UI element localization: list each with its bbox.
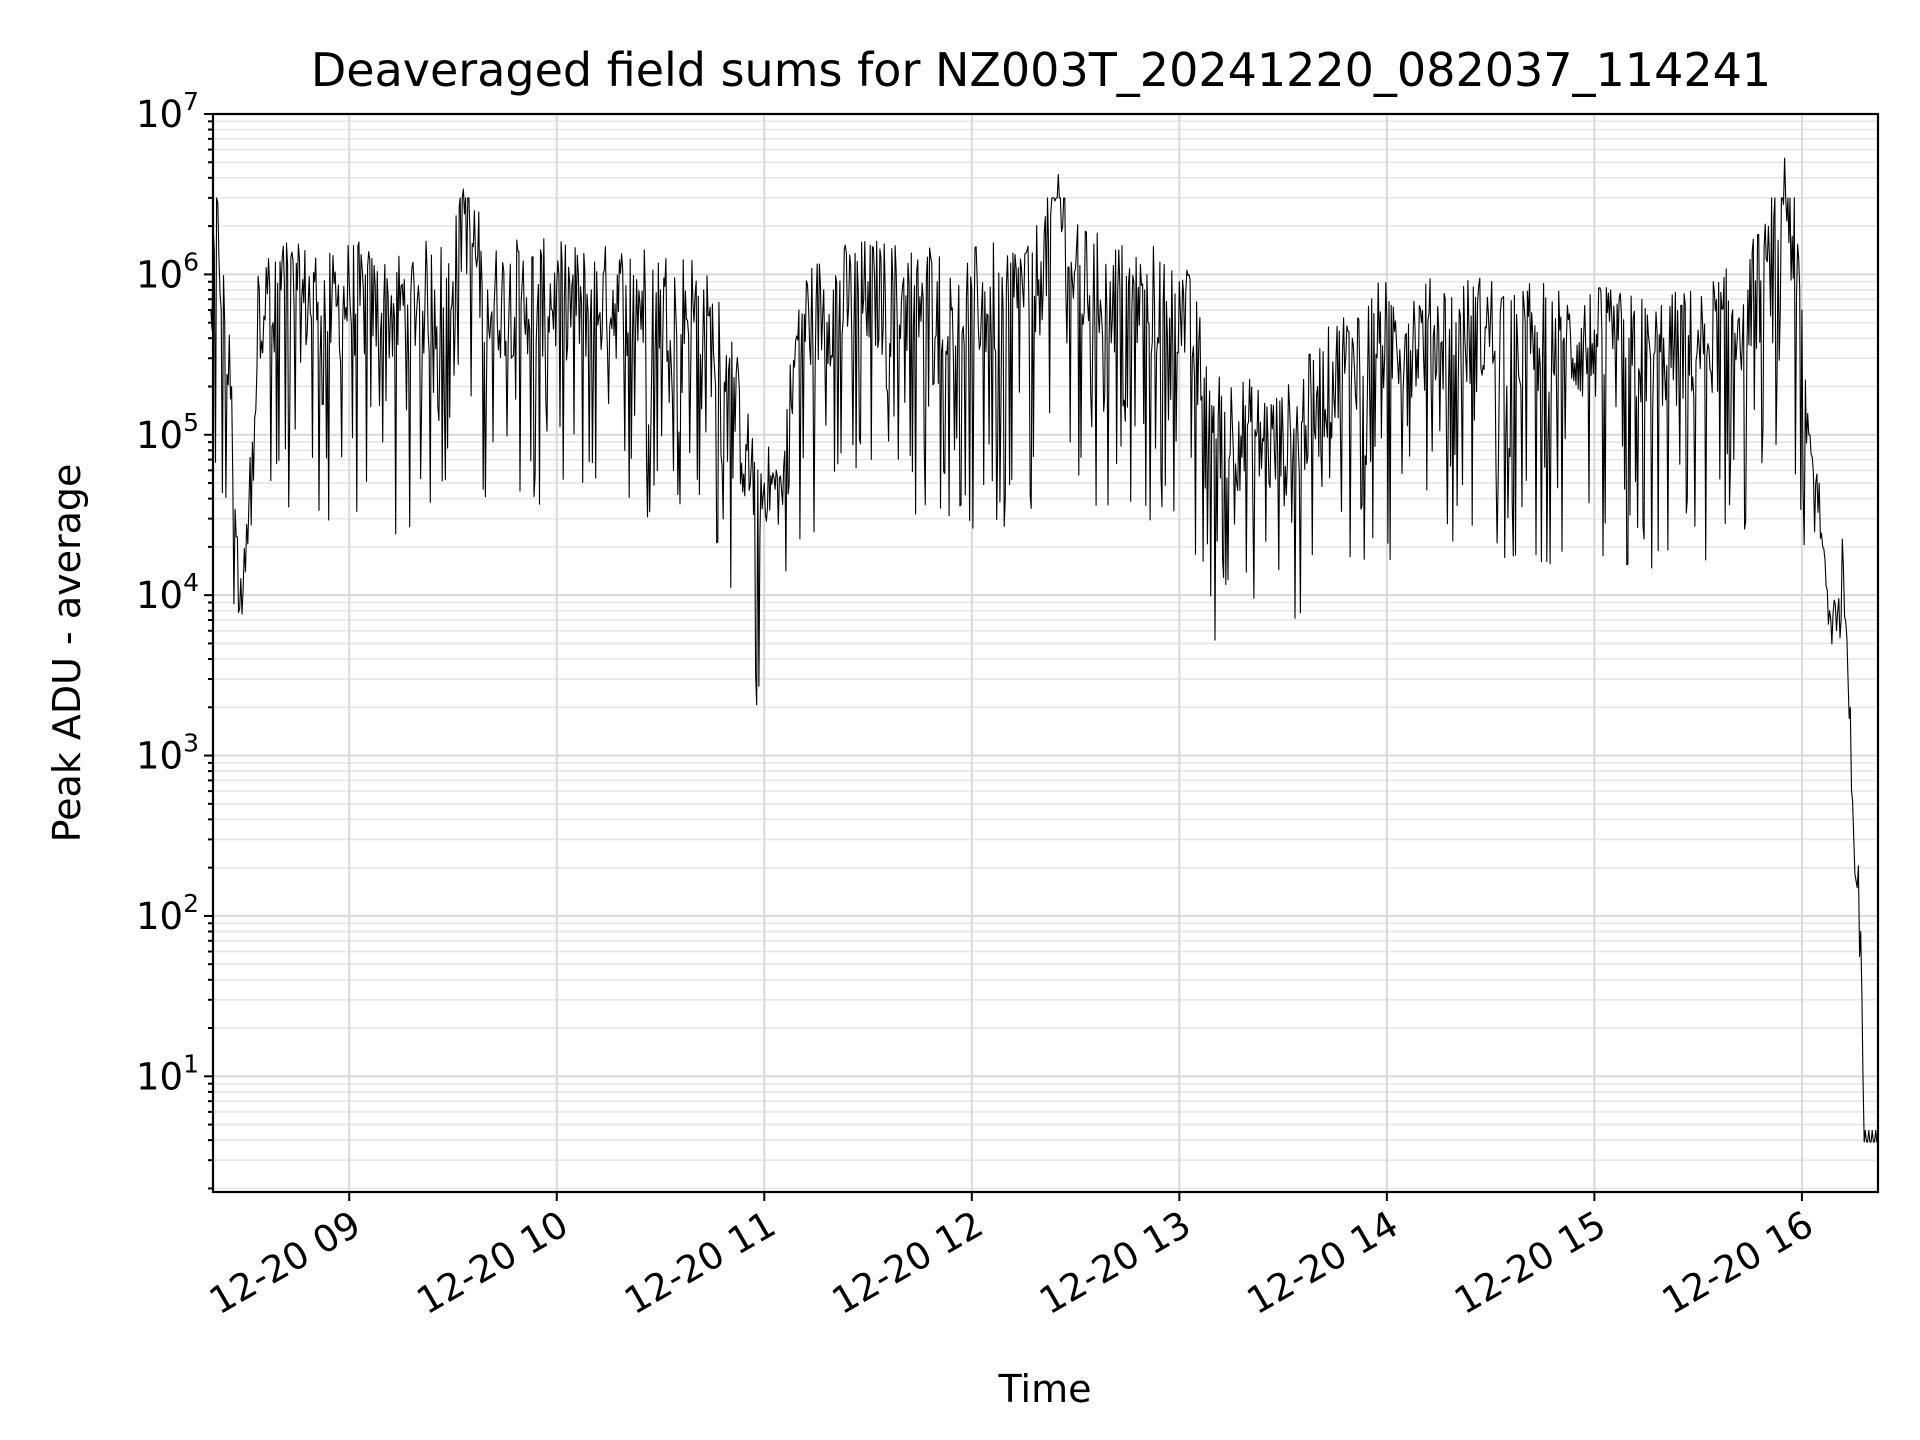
x-tick-label: 12-20 13 xyxy=(1032,1203,1198,1323)
y-axis-label: Peak ADU - average xyxy=(45,464,89,843)
x-tick-label: 12-20 11 xyxy=(617,1203,783,1323)
y-tick-exponent: 6 xyxy=(183,247,199,276)
y-tick-label: 107 xyxy=(136,87,199,136)
x-tick-label: 12-20 16 xyxy=(1655,1203,1821,1323)
grid xyxy=(213,114,1878,1192)
y-tick-exponent: 7 xyxy=(183,87,199,116)
y-tick-label: 102 xyxy=(136,889,199,938)
y-tick-base: 10 xyxy=(136,414,183,457)
plot-frame xyxy=(211,112,1880,1194)
y-tick-label: 103 xyxy=(136,729,199,778)
y-tick-base: 10 xyxy=(136,93,183,136)
y-tick-base: 10 xyxy=(136,253,183,296)
y-tick-label: 101 xyxy=(136,1049,199,1098)
x-tick-label: 12-20 15 xyxy=(1447,1203,1613,1323)
chart-title: Deaveraged field sums for NZ003T_2024122… xyxy=(311,43,1771,97)
y-tick-base: 10 xyxy=(136,574,183,617)
y-tick-label: 104 xyxy=(136,568,199,617)
y-tick-label: 106 xyxy=(136,247,199,296)
y-tick-base: 10 xyxy=(136,735,183,778)
x-tick-label: 12-20 10 xyxy=(410,1203,576,1323)
y-tick-exponent: 5 xyxy=(183,408,199,437)
x-tick-label: 12-20 14 xyxy=(1240,1203,1406,1323)
y-tick-base: 10 xyxy=(136,895,183,938)
x-tick-label: 12-20 12 xyxy=(825,1203,991,1323)
y-tick-exponent: 3 xyxy=(183,729,199,758)
x-axis-label: Time xyxy=(998,1367,1092,1411)
y-tick-label: 105 xyxy=(136,408,199,457)
y-tick-exponent: 1 xyxy=(183,1049,199,1078)
y-tick-exponent: 4 xyxy=(183,568,199,597)
y-tick-exponent: 2 xyxy=(183,889,199,918)
x-tick-label: 12-20 09 xyxy=(202,1203,368,1323)
series-line xyxy=(210,157,1878,1143)
y-tick-base: 10 xyxy=(136,1055,183,1098)
